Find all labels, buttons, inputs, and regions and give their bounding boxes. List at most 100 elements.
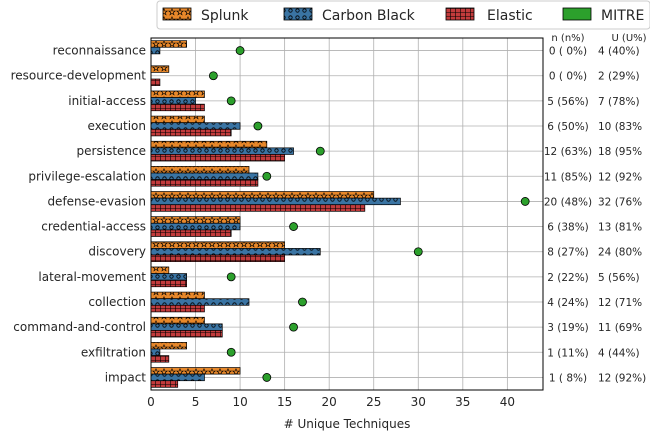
annotation-u: 18 (95% [598, 146, 642, 158]
x-tick-label: 10 [232, 395, 247, 409]
x-tick-label: 5 [192, 395, 200, 409]
bar-carbon-black [150, 222, 241, 231]
legend: Splunk Carbon Black Elastic MITRE [156, 0, 650, 30]
marker-mitre [262, 373, 272, 382]
marker-mitre [315, 146, 325, 156]
category-label: persistence [77, 144, 146, 158]
legend-swatch-carbon-black [283, 7, 313, 21]
annotation-u: 2 (29%) [598, 71, 640, 83]
annotation-u: 12 (92% [598, 171, 642, 183]
annotation-n: 1 (11%) [547, 347, 589, 359]
bar-splunk [150, 367, 241, 375]
x-tick-label: 35 [455, 395, 470, 409]
x-tick-label: 0 [147, 395, 155, 409]
annotation-header-u: U (U%) [611, 33, 646, 44]
bar-elastic [150, 78, 161, 86]
bars [150, 40, 401, 388]
annotation-n: 20 (48%) [544, 196, 592, 208]
marker-mitre [520, 197, 530, 206]
bar-splunk [150, 216, 241, 224]
x-tick-label: 40 [500, 395, 515, 409]
annotation-u: 32 (76% [598, 196, 642, 208]
bar-carbon-black [150, 348, 161, 356]
marker-mitre [262, 171, 272, 181]
annotation-n: 5 (56%) [547, 96, 589, 108]
legend-swatch-splunk [162, 7, 192, 21]
annotation-u: 13 (81% [598, 222, 642, 234]
annotation-u: 4 (44%) [598, 347, 640, 359]
annotation-n: 4 (24%) [547, 297, 589, 309]
bar-carbon-black [150, 147, 294, 155]
bar-splunk [150, 266, 170, 274]
category-labels: reconnaissance resource-development initia… [11, 44, 147, 385]
legend-label-carbon-black: Carbon Black [322, 8, 416, 24]
x-tick-label: 25 [366, 395, 381, 409]
bar-elastic [150, 279, 187, 288]
marker-mitre [253, 121, 263, 131]
annotation-n: 3 (19%) [547, 322, 589, 334]
x-tick-label: 30 [411, 395, 426, 409]
bar-splunk [150, 241, 285, 249]
bar-elastic [150, 380, 179, 388]
marker-mitre [289, 222, 298, 231]
bar-carbon-black [150, 323, 223, 331]
bar-splunk [150, 191, 375, 199]
marker-mitre [289, 322, 298, 332]
annotation-n: 6 (50%) [547, 121, 589, 133]
annotation-u: 4 (40%) [598, 46, 640, 58]
category-label: credential-access [41, 220, 146, 234]
category-label: resource-development [11, 69, 147, 83]
category-label: collection [88, 295, 146, 309]
bar-carbon-black [150, 197, 401, 206]
annotation-u: 11 (69% [598, 322, 642, 334]
marker-mitre [226, 347, 236, 357]
marker-mitre [208, 71, 218, 81]
category-label: discovery [88, 245, 146, 259]
annotation-n: 0 ( 0%) [549, 46, 587, 58]
coverage-annotations: 0 ( 0%) 4 (40%) 0 ( 0%) 2 (29%) 5 (56%) 7 (78… [544, 46, 646, 385]
legend-label-splunk: Splunk [201, 8, 249, 24]
annotation-n: 12 (63%) [544, 146, 592, 158]
bar-elastic [150, 204, 366, 212]
bar-carbon-black [150, 248, 321, 256]
annotation-n: 11 (85%) [544, 171, 592, 183]
annotation-n: 2 (22%) [547, 272, 589, 284]
legend-frame [156, 0, 650, 30]
bar-splunk [150, 316, 205, 325]
mitre-markers [208, 46, 530, 382]
x-tick-label: 15 [277, 395, 292, 409]
marker-mitre [235, 46, 245, 55]
bar-carbon-black [150, 373, 205, 382]
category-label: lateral-movement [38, 270, 146, 284]
annotation-u: 12 (92%) [598, 372, 646, 384]
category-label: impact [105, 370, 147, 384]
x-tick-label: 20 [322, 395, 337, 409]
legend-label-mitre: MITRE [601, 8, 644, 24]
annotation-n: 0 ( 0%) [549, 71, 587, 83]
category-label: execution [88, 119, 146, 133]
marker-mitre [226, 272, 236, 282]
legend-label-elastic: Elastic [487, 8, 533, 24]
bar-elastic [150, 355, 170, 363]
annotation-u: 7 (78%) [598, 96, 640, 108]
bar-elastic [150, 229, 232, 237]
bar-carbon-black [150, 46, 161, 55]
annotation-u: 10 (83% [598, 121, 642, 133]
annotation-u: 5 (56%) [598, 272, 640, 284]
bar-splunk [150, 166, 250, 174]
marker-mitre [413, 247, 423, 257]
annotation-n: 1 ( 8%) [549, 372, 587, 384]
bar-splunk [150, 40, 187, 48]
bar-elastic [150, 154, 285, 162]
bar-carbon-black [150, 298, 250, 306]
category-label: reconnaissance [53, 44, 146, 58]
annotation-header-n: n (n%) [551, 33, 584, 44]
category-label: command-and-control [13, 320, 146, 334]
bar-elastic [150, 254, 285, 262]
legend-swatch-elastic [445, 7, 475, 21]
marker-mitre [226, 96, 236, 106]
bar-splunk [150, 90, 205, 98]
bar-elastic [150, 103, 205, 112]
bar-splunk [150, 291, 205, 300]
